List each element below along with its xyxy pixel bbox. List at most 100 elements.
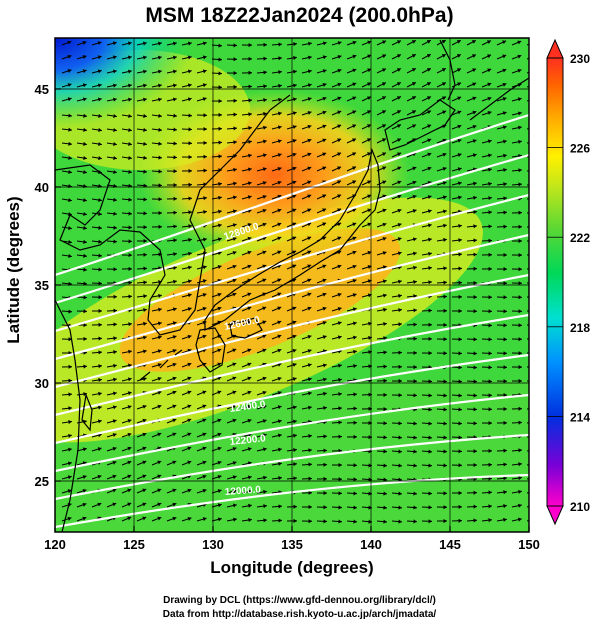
wind-vector-head — [293, 433, 297, 438]
wind-vector-head — [188, 141, 192, 146]
wind-vector-head — [172, 362, 177, 367]
wind-vector-head — [113, 197, 117, 202]
wind-vector-head — [533, 97, 537, 101]
wind-vector-head — [338, 406, 342, 411]
wind-vector-head — [172, 307, 177, 312]
wind-vector-head — [142, 418, 147, 423]
wind-vector-head — [472, 96, 477, 101]
wind-vector-head — [337, 264, 342, 269]
wind-vector-head — [248, 43, 252, 48]
wind-vector-head — [112, 55, 117, 60]
wind-vector-head — [232, 223, 237, 228]
wind-vector-head — [518, 224, 522, 229]
wind-vector-head — [128, 280, 132, 285]
wind-vector-head — [352, 68, 357, 73]
wind-vector-head — [173, 169, 177, 174]
wind-vector-head — [248, 517, 252, 523]
wind-vector-head — [337, 236, 342, 241]
wind-vector-head — [473, 309, 477, 314]
wind-vector-head — [308, 476, 312, 481]
wind-vector-head — [338, 420, 342, 425]
wind-vector-head — [443, 491, 447, 496]
wind-vector-head — [143, 321, 147, 326]
wind-vector-head — [487, 54, 492, 59]
wind-vector-head — [97, 447, 102, 452]
wind-vector-head — [113, 267, 117, 272]
wind-vector-head — [217, 517, 222, 522]
wind-vector-head — [367, 265, 372, 269]
wind-vector-head — [352, 40, 357, 45]
wind-vector-head — [413, 393, 417, 398]
wind-vector-head — [487, 110, 492, 115]
wind-vector-head — [187, 83, 192, 88]
wind-vector-head — [352, 152, 357, 157]
wind-vector-head — [488, 421, 492, 426]
wind-vector-head — [517, 97, 522, 102]
wind-vector-head — [428, 237, 432, 242]
wind-vector-head — [308, 448, 312, 453]
wind-vector-head — [473, 449, 477, 454]
wind-vector-head — [398, 393, 402, 398]
wind-vector-head — [262, 433, 267, 438]
wind-vector-head — [277, 111, 282, 116]
wind-vector-head — [427, 166, 432, 171]
wind-vector-head — [397, 152, 402, 157]
wind-vector-head — [457, 181, 462, 186]
wind-vector-head — [488, 224, 492, 229]
wind-vector-head — [382, 68, 387, 73]
wind-vector-head — [427, 223, 432, 228]
wind-vector-head — [397, 138, 402, 143]
wind-vector-head — [397, 251, 402, 256]
wind-vector-head — [413, 463, 417, 468]
wind-vector-head — [473, 518, 477, 523]
wind-vector-head — [398, 308, 402, 313]
wind-vector-head — [293, 69, 297, 74]
wind-vector-head — [157, 335, 162, 340]
wind-vector-head — [68, 198, 72, 203]
wind-vector-head — [473, 238, 477, 243]
wind-vector-head — [277, 376, 282, 381]
wind-vector-head — [203, 209, 207, 215]
wind-vector-head — [503, 393, 507, 398]
japan-kyushu — [195, 327, 226, 373]
wind-vector-head — [382, 293, 387, 298]
wind-vector-head — [173, 155, 177, 160]
wind-vector-head — [67, 83, 72, 88]
wind-vector-head — [488, 181, 492, 186]
wind-vector-head — [218, 195, 222, 200]
wind-vector-head — [488, 379, 492, 384]
wind-vector-head — [473, 224, 477, 229]
wind-vector-head — [428, 322, 432, 327]
wind-vector-head — [292, 208, 297, 213]
wind-vector-head — [143, 127, 147, 132]
wind-vector-head — [172, 488, 177, 493]
wind-vector-head — [533, 406, 537, 410]
wind-vector-head — [278, 42, 282, 47]
wind-vector-head — [337, 152, 342, 157]
wind-vector-head — [248, 153, 252, 158]
wind-vector-head — [262, 404, 267, 409]
wind-vector-head — [322, 194, 327, 199]
wind-vector-head — [458, 280, 462, 285]
wind-vector-head — [307, 349, 312, 354]
wind-vector-head — [188, 210, 192, 215]
wind-vector-head — [232, 376, 237, 381]
wind-vector-head — [142, 460, 147, 465]
wind-vector-head — [97, 502, 102, 507]
wind-vector-head — [368, 364, 372, 369]
wind-vector-head — [263, 84, 267, 89]
wind-vector-head — [262, 362, 267, 367]
wind-vector-head — [533, 140, 537, 144]
wind-vector-head — [68, 239, 72, 245]
contour-label: 12200.0 — [229, 433, 267, 448]
wind-vector-head — [128, 97, 132, 102]
wind-vector-head — [277, 166, 282, 171]
wind-vector-head — [247, 195, 252, 200]
wind-vector-head — [128, 349, 132, 354]
wind-vector-head — [112, 405, 117, 410]
wind-vector-head — [456, 40, 461, 44]
wind-vector-head — [143, 141, 147, 146]
wind-vector-head — [473, 181, 477, 186]
wind-vector-head — [488, 295, 492, 300]
wind-vector-head — [428, 505, 432, 510]
